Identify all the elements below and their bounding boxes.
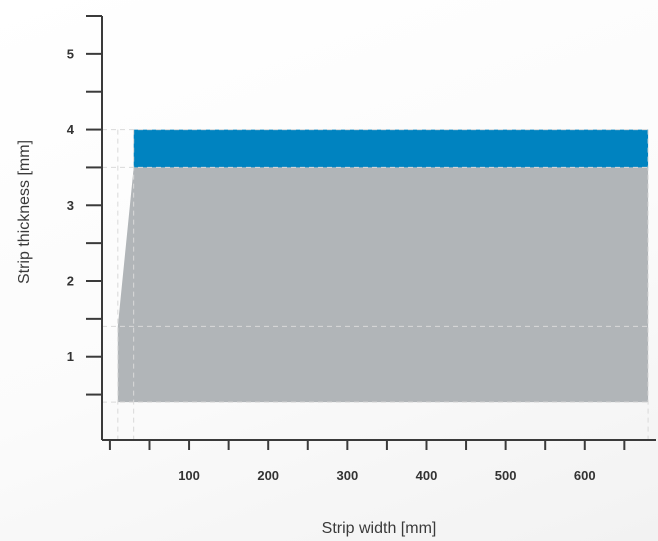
x-tick-label: 200 (257, 468, 279, 483)
y-tick-label: 3 (67, 198, 74, 213)
y-tick-label: 4 (67, 122, 75, 137)
y-tick-label: 1 (67, 349, 74, 364)
x-tick-label: 400 (416, 468, 438, 483)
y-tick-label: 2 (67, 274, 74, 289)
x-tick-label: 300 (336, 468, 358, 483)
reference-lines (102, 129, 649, 440)
y-tick-label: 5 (67, 46, 74, 61)
x-tick-label: 500 (495, 468, 517, 483)
plot-areas (117, 129, 649, 403)
x-tick-label: 600 (574, 468, 596, 483)
y-axis-ticks: 1 2 3 4 5 (67, 15, 102, 396)
y-axis-title: Strip thickness [mm] (16, 140, 33, 284)
x-axis-title: Strip width [mm] (322, 520, 437, 537)
x-axis-ticks: 100 200 300 400 500 600 (108, 440, 626, 483)
x-tick-label: 100 (178, 468, 200, 483)
series-2-area (133, 129, 649, 168)
series-1-area (117, 167, 649, 403)
axes (101, 16, 656, 441)
